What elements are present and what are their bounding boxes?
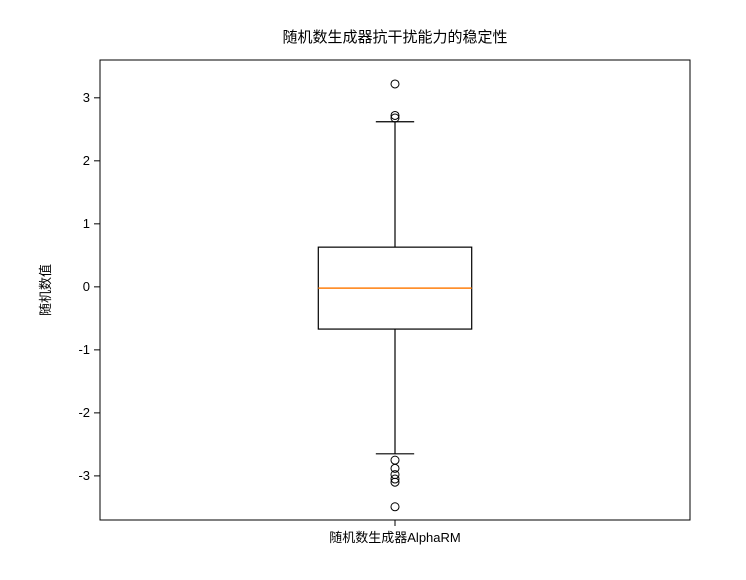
y-axis-label: 随机数值 (38, 264, 53, 316)
x-tick-label: 随机数生成器AlphaRM (329, 530, 460, 545)
y-tick-label: 0 (83, 279, 90, 294)
y-tick-label: -3 (78, 468, 90, 483)
chart-svg: -3 -2 -1 0 1 2 3 随机数生成器AlphaRM 随机数生成器抗干扰能力的稳定性随机… (0, 0, 746, 580)
y-tick-label: 2 (83, 153, 90, 168)
y-tick-label: -1 (78, 342, 90, 357)
y-tick-label: -2 (78, 405, 90, 420)
chart-title: 随机数生成器抗干扰能力的稳定性 (282, 29, 507, 46)
y-tick-label: 3 (83, 90, 90, 105)
y-tick-label: 1 (83, 216, 90, 231)
boxplot-chart: -3 -2 -1 0 1 2 3 随机数生成器AlphaRM 随机数生成器抗干扰能力的稳定性随机… (0, 0, 746, 580)
